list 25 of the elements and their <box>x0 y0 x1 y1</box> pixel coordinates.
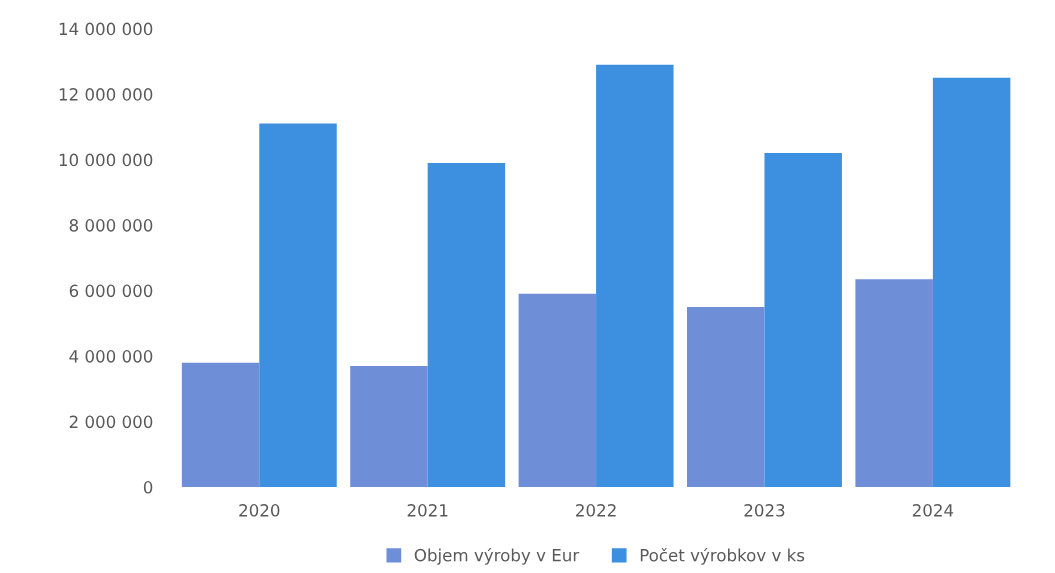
bar <box>764 153 842 488</box>
bar <box>687 306 765 488</box>
y-tick-label: 8 000 000 <box>69 219 153 232</box>
y-tick-label: 6 000 000 <box>69 284 153 298</box>
legend-label: Počet výrobkov v ks <box>640 547 805 565</box>
bar <box>518 293 597 488</box>
bar <box>596 64 674 488</box>
x-tick-label: 2020 <box>239 504 280 517</box>
y-tick-label: 12 000 000 <box>59 88 153 101</box>
bar <box>932 77 1011 488</box>
x-tick-label: 2024 <box>912 504 954 517</box>
bar <box>855 279 933 488</box>
y-tick-label: 10 000 000 <box>59 153 153 167</box>
x-tick-label: 2022 <box>576 504 616 517</box>
y-tick-label: 14 000 000 <box>59 22 153 36</box>
y-tick-label: 0 <box>143 481 153 494</box>
y-tick-label: 4 000 000 <box>69 350 153 363</box>
bar <box>181 362 260 488</box>
legend-label: Objem výroby v Eur <box>414 547 580 565</box>
x-tick-label: 2021 <box>407 504 448 517</box>
x-tick-label: 2023 <box>744 504 785 517</box>
bar <box>350 365 428 488</box>
bar <box>259 123 337 488</box>
bar <box>427 162 506 488</box>
y-tick-label: 2 000 000 <box>69 415 153 429</box>
